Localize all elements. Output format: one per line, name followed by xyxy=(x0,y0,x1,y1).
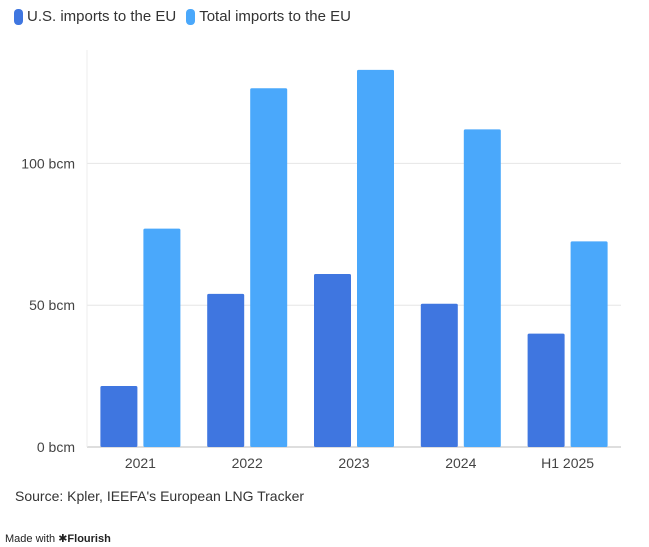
bar-us-imports[interactable] xyxy=(207,293,245,447)
bar-us-imports[interactable] xyxy=(314,274,351,447)
bar-total-imports[interactable] xyxy=(357,69,394,447)
x-tick-label: H1 2025 xyxy=(541,455,594,471)
flourish-credit[interactable]: Made with ✱Flourish xyxy=(5,532,111,545)
source-note: Source: Kpler, IEEFA's European LNG Trac… xyxy=(15,488,305,504)
legend: U.S. imports to the EU Total imports to … xyxy=(14,8,351,25)
y-tick-label: 100 bcm xyxy=(21,155,75,171)
bar-total-imports[interactable] xyxy=(570,241,608,447)
x-tick-label: 2021 xyxy=(125,455,156,471)
x-tick-label: 2023 xyxy=(338,455,369,471)
x-tick-label: 2024 xyxy=(445,455,476,471)
credit-prefix: Made with xyxy=(5,533,59,545)
legend-swatch-total-imports xyxy=(186,8,196,25)
legend-swatch-us-imports xyxy=(14,8,23,25)
legend-item-total-imports[interactable]: Total imports to the EU xyxy=(186,8,351,25)
flourish-logo-icon: ✱ xyxy=(58,533,68,545)
bar-us-imports[interactable] xyxy=(527,333,565,447)
bar-chart: 0 bcm 50 bcm 100 bcm 2021 2022 2023 2024 H1 202… xyxy=(21,50,621,471)
legend-label-total-imports: Total imports to the EU xyxy=(199,8,351,25)
credit-brand: Flourish xyxy=(67,533,111,545)
y-tick-label: 0 bcm xyxy=(37,439,75,455)
bar-us-imports[interactable] xyxy=(420,303,458,447)
legend-item-us-imports[interactable]: U.S. imports to the EU xyxy=(14,8,176,25)
bar-total-imports[interactable] xyxy=(463,129,501,447)
bar-total-imports[interactable] xyxy=(143,228,181,447)
bar-total-imports[interactable] xyxy=(250,88,288,448)
y-tick-label: 50 bcm xyxy=(29,297,75,313)
bar-us-imports[interactable] xyxy=(100,386,138,447)
legend-label-us-imports: U.S. imports to the EU xyxy=(27,8,177,25)
x-tick-label: 2022 xyxy=(232,455,263,471)
